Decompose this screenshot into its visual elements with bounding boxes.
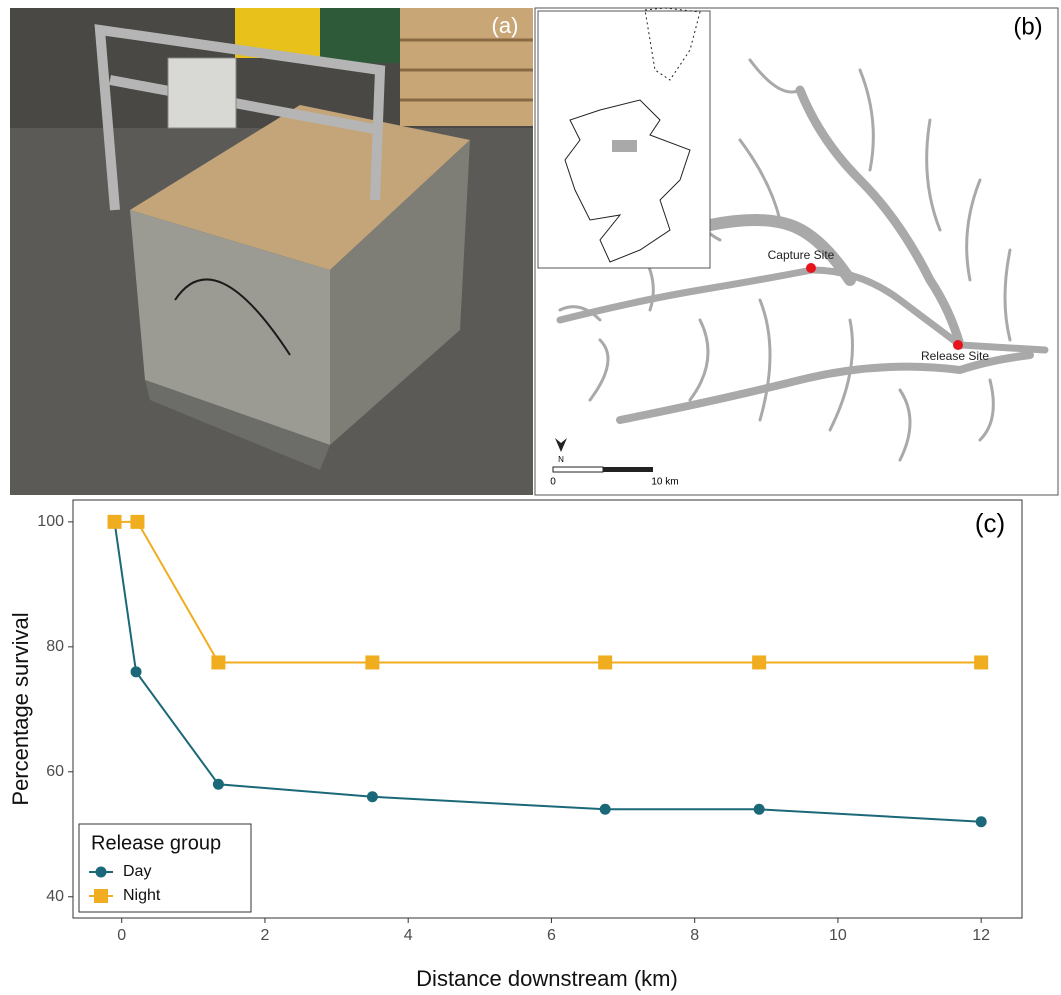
scale-bar xyxy=(553,467,603,472)
x-tick-label: 0 xyxy=(117,927,126,944)
photo-controller xyxy=(168,58,236,128)
capture-label: Capture Site xyxy=(768,248,835,262)
scale-label: 0 xyxy=(550,477,556,488)
point xyxy=(131,666,142,677)
panel-label: (c) xyxy=(975,508,1005,538)
point xyxy=(976,816,987,827)
release-label: Release Site xyxy=(921,349,989,363)
x-tick-label: 6 xyxy=(547,927,556,944)
legend-title: Release group xyxy=(91,832,221,854)
y-tick-label: 40 xyxy=(46,888,64,905)
point xyxy=(365,655,379,669)
panel-label: (b) xyxy=(1013,13,1042,40)
legend-label: Night xyxy=(123,887,161,904)
map-inset-area xyxy=(612,140,637,152)
photo: (a) xyxy=(10,8,533,495)
point xyxy=(211,655,225,669)
point xyxy=(108,515,122,529)
point xyxy=(367,791,378,802)
y-tick-label: 60 xyxy=(46,763,64,780)
y-axis-title: Percentage survival xyxy=(8,612,33,805)
y-tick-label: 100 xyxy=(37,513,64,530)
x-axis-title: Distance downstream (km) xyxy=(416,966,678,991)
panel-label: (a) xyxy=(492,13,519,38)
capture-site xyxy=(806,263,816,273)
x-tick-label: 2 xyxy=(260,927,269,944)
photo-cabinet xyxy=(320,8,410,63)
y-tick-label: 80 xyxy=(46,638,64,655)
x-tick-label: 10 xyxy=(829,927,847,944)
point xyxy=(754,804,765,815)
north-label: N xyxy=(558,455,564,464)
legend-label: Day xyxy=(123,863,151,880)
figure: (a) Capture Site Release Site N 0 10 k xyxy=(0,0,1061,995)
point xyxy=(130,515,144,529)
point xyxy=(974,655,988,669)
point xyxy=(600,804,611,815)
map: Capture Site Release Site N 0 10 km (b) xyxy=(535,8,1058,495)
scale-bar xyxy=(603,467,653,472)
x-tick-label: 4 xyxy=(404,927,413,944)
point xyxy=(752,655,766,669)
scale-label: 10 km xyxy=(651,477,678,488)
x-tick-label: 8 xyxy=(690,927,699,944)
point xyxy=(598,655,612,669)
point xyxy=(213,779,224,790)
x-tick-label: 12 xyxy=(972,927,990,944)
